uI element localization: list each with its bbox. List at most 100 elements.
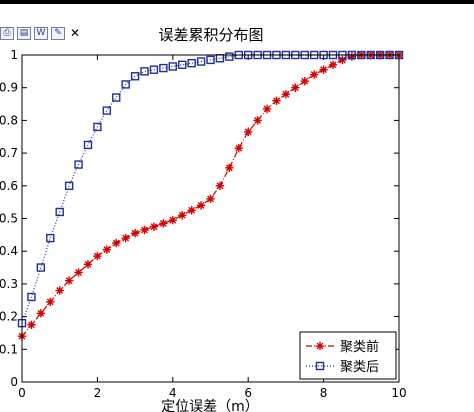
mini-toolbar: ⎙ ▤ W ✎ ✕ [0, 25, 90, 41]
series-1-point-stroke [188, 206, 196, 214]
series-2-point-shape [112, 93, 121, 102]
series-1-point-stroke [103, 246, 111, 253]
series-2-point [36, 263, 46, 272]
series-2-point-shape [130, 72, 140, 81]
series-1-point [140, 225, 149, 235]
series-1-point-stroke [112, 239, 120, 247]
series-2-point-shape [187, 58, 196, 68]
series-1-point-stroke [159, 219, 167, 227]
series-1-point-stroke [254, 116, 262, 124]
y-tick-label: 0.2 [0, 310, 18, 324]
series-1-point [196, 201, 206, 210]
series-1-point-stroke [75, 269, 82, 276]
series-1-point [309, 70, 319, 79]
axes: 0 2 4 6 8 10 0 0.1 0.2 0.3 0.4 0.5 0.6 0.7 0.8 0.9 1 [0, 48, 407, 400]
series-1-point-stroke [329, 61, 337, 69]
series-2-point [102, 106, 112, 115]
series-1-point [225, 163, 234, 173]
edit-icon[interactable]: ✎ [51, 26, 65, 40]
series-1-point-stroke [216, 182, 224, 190]
legend-swatch-series-2 [306, 361, 334, 371]
series-1-point-stroke [65, 277, 73, 285]
y-tick-label: 0.7 [0, 146, 18, 160]
series-1-line [21, 54, 399, 337]
series-2-point [83, 140, 93, 150]
series-1-point-stroke [207, 195, 214, 203]
legend: 聚类前 聚类后 [299, 331, 397, 380]
series-1-point-stroke [235, 144, 243, 152]
series-1-point-stroke [141, 226, 148, 234]
series-1-point [328, 60, 338, 70]
series-1-point-stroke [93, 252, 101, 260]
series-1-point-stroke [131, 229, 139, 237]
series-1-point-stroke [244, 128, 252, 136]
printer-icon[interactable]: ⎙ [0, 26, 14, 40]
x-tick-label: 6 [244, 386, 252, 400]
series-1-point [234, 143, 243, 153]
series-1-point-stroke [282, 90, 290, 98]
series-1-point [55, 286, 64, 295]
series-1-point-stroke [273, 97, 280, 105]
y-tick-label: 0.3 [0, 277, 18, 291]
series-2-point-shape [55, 207, 64, 217]
close-icon[interactable]: ✕ [70, 26, 81, 40]
series-1-point [83, 260, 93, 269]
series-1-point-stroke [291, 84, 299, 92]
series-2-point [178, 60, 187, 70]
series-2-point [187, 58, 196, 68]
series-1-point [272, 96, 281, 105]
legend-marker-shape [315, 361, 325, 371]
series-2-point [46, 233, 55, 243]
document-icon[interactable]: ▤ [17, 26, 31, 40]
y-tick-label: 0.6 [0, 179, 18, 193]
legend-box [299, 331, 397, 380]
series-2-point-shape [168, 62, 178, 71]
series-1-point-stroke [56, 287, 64, 294]
series-1-point-stroke [37, 309, 45, 317]
plot-area [22, 55, 399, 382]
y-tick-label: 0.9 [0, 81, 18, 95]
y-tick-label: 0 [10, 375, 18, 389]
series-1-point-stroke [46, 298, 54, 306]
legend-marker-stroke [316, 342, 324, 350]
word-icon[interactable]: W [34, 26, 48, 40]
series-1-point [36, 309, 46, 318]
series-2-point [64, 181, 74, 191]
legend-marker [315, 341, 325, 351]
series-1-point [149, 222, 159, 231]
series-1-point-stroke [197, 201, 205, 209]
y-tick-label: 0.8 [0, 113, 18, 127]
series-2-point-shape [36, 263, 46, 272]
series-1-point [93, 251, 102, 261]
series-2-point-shape [140, 67, 149, 76]
series-2-point [55, 207, 64, 217]
series-1-point-stroke [310, 71, 318, 79]
series-1-point-stroke [169, 216, 177, 224]
series-2-point-shape [102, 106, 112, 115]
series-2-point [130, 72, 140, 81]
series-1 [17, 50, 404, 341]
y-tick-label: 0.4 [0, 244, 18, 258]
x-tick-label: 10 [391, 386, 406, 400]
chart-title: 误差累积分布图 [158, 26, 263, 44]
legend-label-series-1: 聚类前 [340, 339, 379, 355]
series-2-point [196, 57, 206, 66]
series-1-point [206, 194, 215, 204]
y-tick-label: 0.5 [0, 212, 18, 226]
series-1-point [46, 297, 55, 307]
series-1-point-stroke [150, 223, 158, 231]
series-1-point-stroke [178, 211, 186, 219]
legend-marker [315, 361, 325, 371]
series-2-point-shape [64, 181, 74, 191]
series-layer [17, 50, 404, 341]
series-1-point [112, 238, 121, 248]
series-1-point [27, 320, 36, 329]
series-2-point [121, 80, 130, 89]
series-2-point-shape [149, 65, 159, 74]
series-1-point [253, 116, 262, 125]
series-1-point-stroke [84, 260, 92, 268]
series-1-point [74, 268, 83, 277]
series-2-point-shape [83, 140, 93, 150]
series-2-point-shape [27, 292, 36, 302]
series-2-point [225, 52, 234, 61]
